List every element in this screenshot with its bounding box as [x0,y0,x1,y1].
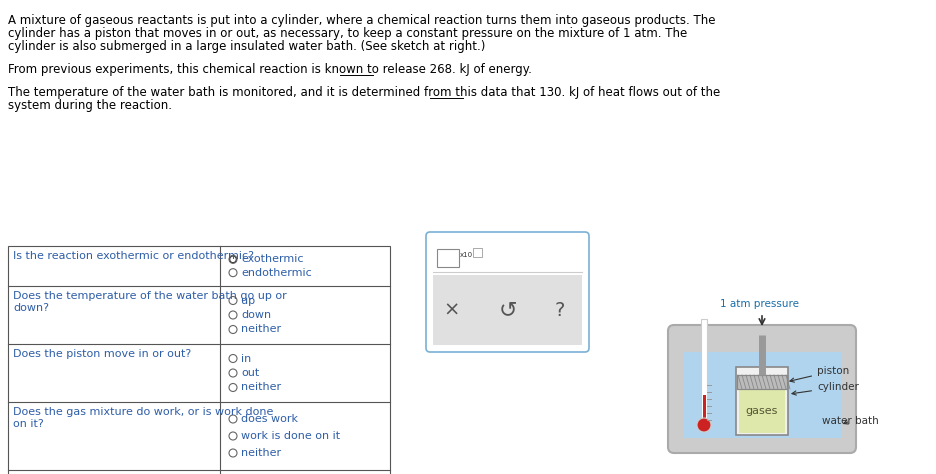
Text: Does the gas mixture do work, or is work done
on it?: Does the gas mixture do work, or is work… [13,407,273,428]
Text: in: in [241,354,251,364]
Text: water bath: water bath [822,416,879,426]
Bar [701,319,707,424]
Circle shape [229,355,237,363]
Text: down: down [241,310,271,320]
Text: neither: neither [241,383,281,392]
Circle shape [229,383,237,392]
Circle shape [229,449,237,457]
FancyBboxPatch shape [473,247,481,256]
Circle shape [229,297,237,304]
Text: ?: ? [555,301,565,319]
Circle shape [697,418,711,432]
Text: out: out [241,368,259,378]
Text: cylinder: cylinder [792,382,859,395]
FancyBboxPatch shape [426,232,589,352]
Circle shape [229,255,237,264]
Text: ↺: ↺ [499,300,518,320]
Text: neither: neither [241,325,281,335]
Text: From previous experiments, this chemical reaction is known to release 268. kJ of: From previous experiments, this chemical… [8,63,532,76]
Circle shape [229,369,237,377]
Bar [8,246,390,474]
Text: gases: gases [746,406,778,416]
Text: x10: x10 [460,252,473,258]
FancyBboxPatch shape [437,249,459,267]
Text: piston: piston [790,366,849,382]
Circle shape [229,269,237,277]
Bar [683,352,841,438]
Text: cylinder has a piston that moves in or out, as necessary, to keep a constant pre: cylinder has a piston that moves in or o… [8,27,687,40]
Circle shape [229,432,237,440]
FancyBboxPatch shape [668,325,856,453]
Text: 1 atm pressure: 1 atm pressure [721,299,799,309]
Bar [703,395,706,423]
Text: Does the piston move in or out?: Does the piston move in or out? [13,349,191,359]
Text: Is the reaction exothermic or endothermic?: Is the reaction exothermic or endothermi… [13,251,254,261]
Text: A mixture of gaseous reactants is put into a cylinder, where a chemical reaction: A mixture of gaseous reactants is put in… [8,14,715,27]
Text: The temperature of the water bath is monitored, and it is determined from this d: The temperature of the water bath is mon… [8,86,720,99]
Bar [737,375,787,389]
Text: up: up [241,295,256,306]
Bar [433,275,582,345]
Text: system during the reaction.: system during the reaction. [8,99,172,112]
Bar [739,389,785,433]
Circle shape [229,326,237,334]
Text: work is done on it: work is done on it [241,431,340,441]
Bar [736,367,788,435]
Text: Does the temperature of the water bath go up or
down?: Does the temperature of the water bath g… [13,291,286,312]
Text: ×: × [444,301,461,319]
Circle shape [229,311,237,319]
Circle shape [231,257,235,261]
Circle shape [229,415,237,423]
Text: does work: does work [241,414,298,424]
Bar [737,375,787,389]
Text: endothermic: endothermic [241,268,312,278]
Text: cylinder is also submerged in a large insulated water bath. (See sketch at right: cylinder is also submerged in a large in… [8,40,486,53]
Text: exothermic: exothermic [241,255,303,264]
Text: neither: neither [241,448,281,458]
